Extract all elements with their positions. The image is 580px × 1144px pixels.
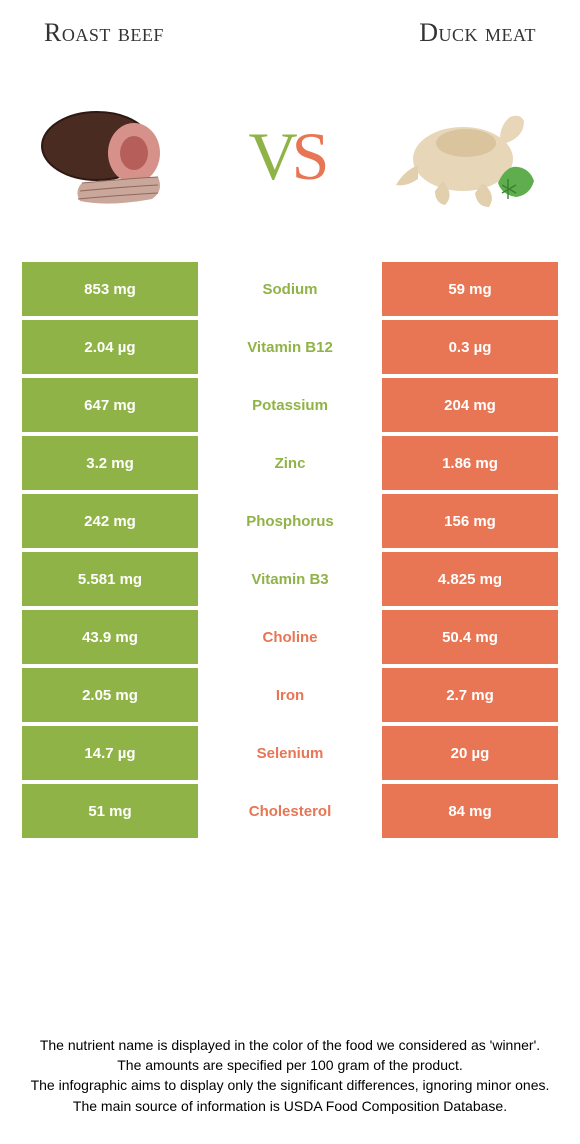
value-left: 647 mg [22, 378, 198, 432]
title-right: Duck meat [419, 18, 536, 48]
table-row: 43.9 mgCholine50.4 mg [22, 610, 558, 664]
nutrient-name: Sodium [202, 262, 378, 316]
footer-line: The amounts are specified per 100 gram o… [30, 1055, 550, 1075]
nutrient-name: Vitamin B12 [202, 320, 378, 374]
value-left: 5.581 mg [22, 552, 198, 606]
value-left: 3.2 mg [22, 436, 198, 490]
nutrient-name: Phosphorus [202, 494, 378, 548]
nutrient-name: Cholesterol [202, 784, 378, 838]
value-left: 853 mg [22, 262, 198, 316]
value-right: 2.7 mg [382, 668, 558, 722]
table-row: 3.2 mgZinc1.86 mg [22, 436, 558, 490]
table-row: 5.581 mgVitamin B34.825 mg [22, 552, 558, 606]
value-right: 84 mg [382, 784, 558, 838]
value-left: 2.05 mg [22, 668, 198, 722]
value-left: 14.7 µg [22, 726, 198, 780]
value-left: 2.04 µg [22, 320, 198, 374]
hero-row: V S [22, 56, 558, 256]
nutrient-name: Selenium [202, 726, 378, 780]
nutrient-name: Vitamin B3 [202, 552, 378, 606]
title-left: Roast beef [44, 18, 164, 48]
table-row: 853 mgSodium59 mg [22, 262, 558, 316]
footer-line: The main source of information is USDA F… [30, 1096, 550, 1116]
value-left: 242 mg [22, 494, 198, 548]
table-row: 647 mgPotassium204 mg [22, 378, 558, 432]
infographic-page: Roast beef Duck meat V S [0, 0, 580, 1144]
value-right: 156 mg [382, 494, 558, 548]
nutrient-table: 853 mgSodium59 mg2.04 µgVitamin B120.3 µ… [22, 262, 558, 838]
roast-beef-image [32, 76, 192, 236]
table-row: 14.7 µgSelenium20 µg [22, 726, 558, 780]
value-left: 43.9 mg [22, 610, 198, 664]
footer-line: The nutrient name is displayed in the co… [30, 1035, 550, 1055]
value-right: 59 mg [382, 262, 558, 316]
header: Roast beef Duck meat [22, 18, 558, 48]
table-row: 2.05 mgIron2.7 mg [22, 668, 558, 722]
table-row: 2.04 µgVitamin B120.3 µg [22, 320, 558, 374]
nutrient-name: Zinc [202, 436, 378, 490]
vs-label: V S [245, 122, 336, 190]
table-row: 51 mgCholesterol84 mg [22, 784, 558, 838]
value-right: 1.86 mg [382, 436, 558, 490]
duck-meat-image [388, 76, 548, 236]
nutrient-name: Potassium [202, 378, 378, 432]
value-right: 0.3 µg [382, 320, 558, 374]
nutrient-name: Choline [202, 610, 378, 664]
footer-notes: The nutrient name is displayed in the co… [22, 1035, 558, 1126]
value-right: 20 µg [382, 726, 558, 780]
table-row: 242 mgPhosphorus156 mg [22, 494, 558, 548]
vs-s: S [292, 122, 332, 190]
nutrient-name: Iron [202, 668, 378, 722]
value-right: 4.825 mg [382, 552, 558, 606]
value-left: 51 mg [22, 784, 198, 838]
footer-line: The infographic aims to display only the… [30, 1075, 550, 1095]
value-right: 50.4 mg [382, 610, 558, 664]
value-right: 204 mg [382, 378, 558, 432]
